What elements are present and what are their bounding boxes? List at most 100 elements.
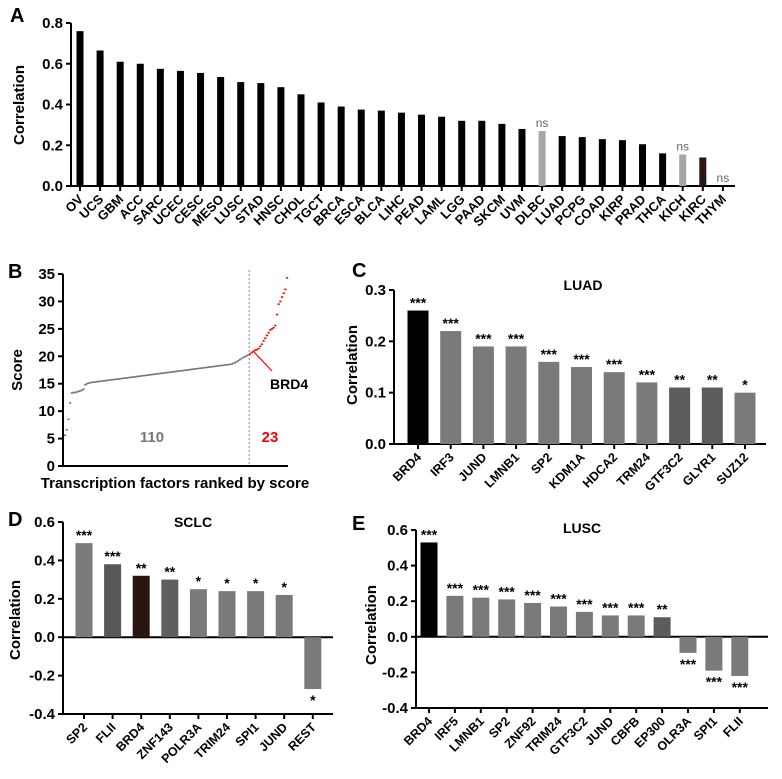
y-axis-label: Correlation bbox=[11, 65, 28, 145]
bar-olr3a bbox=[679, 636, 697, 653]
significance-label: *** bbox=[524, 587, 541, 603]
bar-kich bbox=[679, 154, 687, 186]
y-tick-label: -0.2 bbox=[382, 664, 408, 681]
score-point bbox=[257, 347, 260, 350]
significance-label: *** bbox=[76, 527, 93, 543]
score-point bbox=[95, 380, 99, 383]
significance-label: ns bbox=[676, 139, 689, 153]
score-point bbox=[149, 373, 152, 376]
y-tick-label: 0.2 bbox=[387, 593, 408, 610]
significance-label: *** bbox=[706, 674, 723, 690]
bar-esca bbox=[357, 109, 365, 186]
bar-ucs bbox=[96, 50, 104, 186]
score-point bbox=[101, 380, 104, 382]
score-point bbox=[161, 372, 164, 374]
score-point bbox=[77, 390, 80, 393]
score-point bbox=[175, 370, 178, 373]
score-point bbox=[196, 367, 200, 370]
score-point bbox=[215, 365, 218, 367]
score-point bbox=[92, 381, 95, 383]
score-point bbox=[269, 329, 272, 331]
y-tick-label: 30 bbox=[38, 293, 55, 310]
y-tick-label: -0.4 bbox=[29, 706, 56, 723]
score-point bbox=[233, 361, 237, 364]
score-point bbox=[270, 328, 274, 330]
x-tick-label: IRF3 bbox=[428, 450, 457, 479]
y-tick-label: 0.0 bbox=[365, 436, 386, 453]
x-tick-label: BRD4 bbox=[401, 714, 435, 748]
bar-gtf3c2 bbox=[575, 611, 593, 637]
score-point bbox=[75, 391, 78, 393]
score-point bbox=[230, 363, 233, 365]
significance-label: * bbox=[224, 575, 230, 591]
significance-label: * bbox=[253, 575, 259, 591]
bar-ucec bbox=[176, 70, 184, 186]
bar-flii bbox=[731, 636, 749, 676]
score-point bbox=[178, 370, 181, 372]
score-point bbox=[89, 381, 92, 384]
score-point bbox=[267, 331, 270, 334]
score-point bbox=[243, 355, 247, 358]
y-tick-label: 15 bbox=[38, 376, 55, 393]
significance-label: * bbox=[196, 573, 202, 589]
significance-label: ** bbox=[657, 601, 668, 617]
bar-lmnb1 bbox=[505, 346, 527, 444]
bar-brd4 bbox=[407, 310, 429, 444]
chart-title: LUAD bbox=[564, 277, 603, 293]
score-point bbox=[227, 363, 230, 366]
score-point bbox=[190, 368, 193, 371]
score-point bbox=[176, 370, 179, 373]
panel-d: D Correlation SCLC -0.4 -0.2 0.0 0.2 0.4 0.6 SP2 *… bbox=[7, 509, 333, 766]
bar-rest bbox=[304, 637, 322, 690]
score-point bbox=[191, 368, 195, 371]
score-point bbox=[164, 371, 168, 374]
score-point bbox=[208, 366, 211, 368]
y-tick-label: 0.2 bbox=[42, 137, 63, 154]
score-point bbox=[80, 389, 84, 392]
score-point bbox=[109, 379, 112, 381]
score-point bbox=[79, 390, 82, 392]
score-point bbox=[237, 359, 240, 362]
count-above-label: 23 bbox=[262, 429, 279, 446]
y-axis-label: Correlation bbox=[344, 325, 361, 405]
significance-label: *** bbox=[473, 582, 490, 598]
bar-znf92 bbox=[524, 602, 542, 637]
score-point bbox=[228, 363, 232, 366]
x-tick-label: GLYR1 bbox=[680, 450, 719, 489]
score-point bbox=[64, 434, 67, 437]
score-point bbox=[99, 380, 102, 383]
significance-label: *** bbox=[680, 656, 697, 672]
score-point bbox=[212, 365, 215, 368]
bar-kdm1a bbox=[571, 367, 592, 444]
bar-uvm bbox=[518, 128, 526, 186]
y-tick-label: -0.4 bbox=[382, 700, 409, 717]
score-point bbox=[203, 366, 206, 369]
score-point bbox=[180, 369, 183, 372]
score-point bbox=[284, 288, 287, 291]
score-point bbox=[274, 324, 277, 327]
significance-label: * bbox=[310, 692, 316, 708]
bar-sp2 bbox=[498, 599, 516, 637]
y-tick-label: 0.0 bbox=[34, 629, 55, 646]
score-point bbox=[245, 354, 248, 357]
bar-paad bbox=[478, 120, 486, 186]
score-point bbox=[151, 373, 154, 376]
bar-flii bbox=[104, 564, 122, 638]
bar-jund bbox=[275, 594, 293, 638]
score-point bbox=[249, 353, 252, 355]
score-point bbox=[272, 326, 275, 329]
score-point bbox=[225, 364, 228, 366]
bar-kirp bbox=[618, 140, 626, 186]
significance-label: ** bbox=[674, 372, 685, 388]
significance-label: *** bbox=[499, 583, 516, 599]
bar-laml bbox=[438, 116, 446, 186]
bar-trm24 bbox=[636, 382, 658, 444]
score-point bbox=[158, 372, 161, 375]
score-point bbox=[122, 377, 126, 380]
bar-dlbc bbox=[538, 130, 546, 186]
score-point bbox=[159, 372, 163, 375]
panel-letter: B bbox=[8, 261, 22, 283]
x-tick-label: SP2 bbox=[64, 720, 91, 747]
score-point bbox=[114, 378, 117, 381]
score-point bbox=[117, 378, 121, 380]
